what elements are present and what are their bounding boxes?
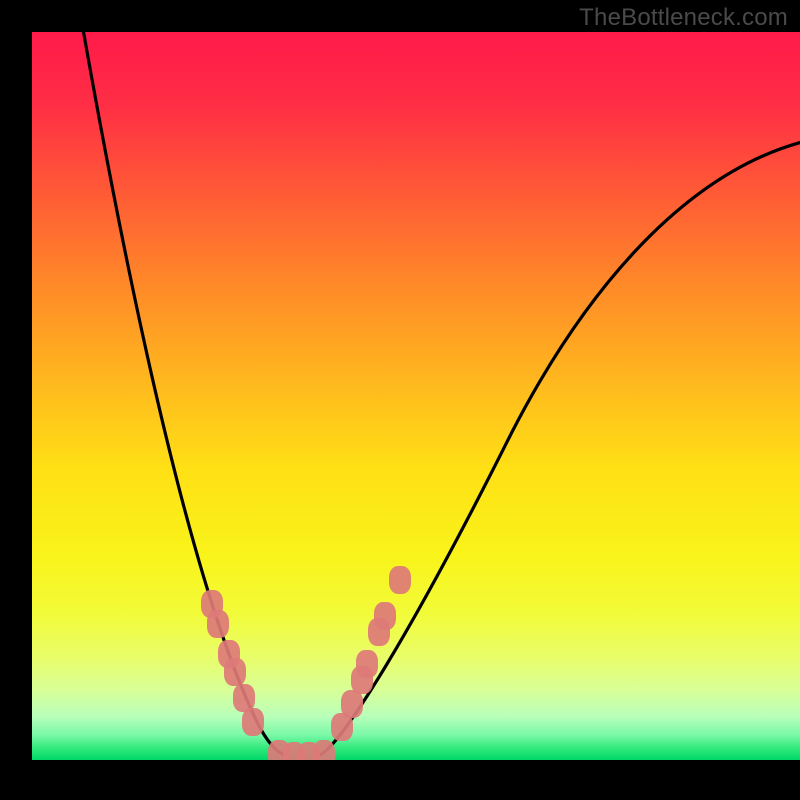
marker-left-5: [242, 708, 264, 736]
marker-left-1: [207, 610, 229, 638]
marker-right-1: [341, 690, 363, 718]
marker-right-3: [356, 650, 378, 678]
watermark-text: TheBottleneck.com: [579, 4, 788, 32]
marker-right-6: [389, 566, 411, 594]
plot-outer-frame: [0, 0, 800, 800]
marker-layer: [32, 32, 800, 760]
plot-area: [32, 32, 800, 760]
marker-right-5: [374, 602, 396, 630]
marker-bottom-3: [313, 740, 335, 760]
marker-left-3: [224, 658, 246, 686]
